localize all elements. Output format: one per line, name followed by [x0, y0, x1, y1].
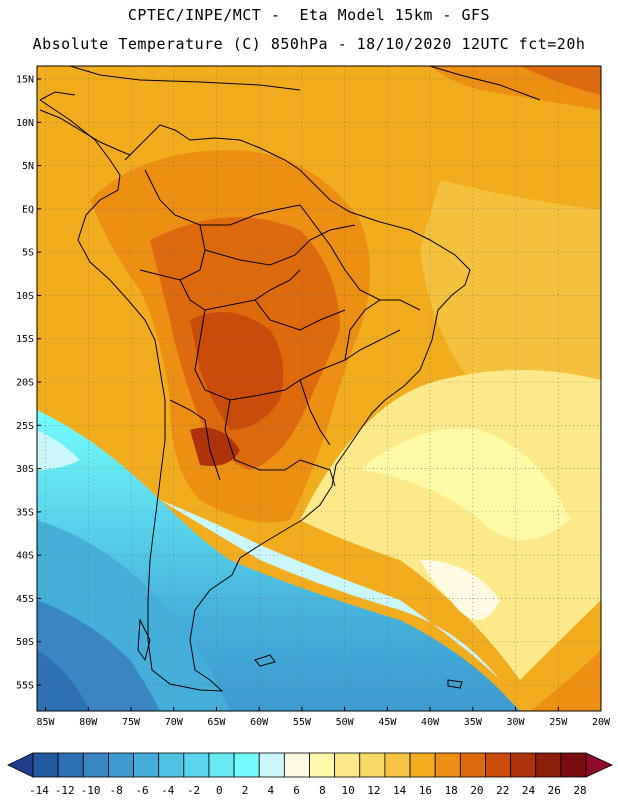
- coastlines: [39, 66, 541, 692]
- lon-label: 70W: [165, 717, 184, 728]
- lon-label: 40W: [421, 717, 440, 728]
- legend-arrow-low: [7, 752, 34, 778]
- legend-tick-label: 0: [216, 784, 223, 797]
- longitude-axis: 85W 80W 75W 70W 65W 60W 55W 50W 45W 40W 35W 30W 25W 2…: [37, 707, 611, 728]
- map-frame: [36, 65, 602, 712]
- legend-color-box: [309, 752, 336, 778]
- legend-tick-labels: -14 -12 -10 -8 -6 -4 -2 0 2 4 6 8 10 12 14 16 18 20 22 24 26…: [29, 784, 587, 797]
- lon-label: 85W: [37, 717, 56, 728]
- legend-tick-label: 14: [393, 784, 407, 797]
- title-variable: Absolute Temperature (C) 850hPa - 18/10/…: [32, 35, 586, 53]
- legend-tick-label: -4: [161, 784, 175, 797]
- legend-tick-label: 16: [419, 784, 432, 797]
- lon-label: 45W: [378, 717, 397, 728]
- legend-color-box: [485, 752, 511, 778]
- legend-color-box: [208, 752, 235, 778]
- legend-tick-label: 2: [242, 784, 249, 797]
- legend-tick-label: 26: [548, 784, 561, 797]
- lon-label: 35W: [464, 717, 483, 728]
- legend-color-box: [283, 752, 310, 778]
- legend-color-box: [560, 752, 587, 778]
- legend-tick-label: 6: [293, 784, 300, 797]
- legend-tick-label: -8: [110, 784, 123, 797]
- legend-tick-label: 4: [268, 784, 275, 797]
- legend-tick-label: 22: [496, 784, 509, 797]
- lat-label: 15N: [16, 74, 34, 85]
- legend-color-box: [510, 752, 537, 778]
- legend-color-box: [359, 752, 386, 778]
- legend-color-box: [158, 752, 185, 778]
- legend-color-box: [133, 752, 160, 778]
- legend-tick-label: 20: [470, 784, 483, 797]
- lon-label: 60W: [250, 717, 269, 728]
- legend-color-box: [57, 752, 84, 778]
- legend-color-box: [258, 752, 285, 778]
- lat-label: 30S: [16, 464, 34, 475]
- lat-label: 25S: [16, 421, 34, 432]
- legend-color-box: [434, 752, 461, 778]
- lat-label: 50S: [16, 637, 34, 648]
- color-legend: [7, 752, 613, 778]
- lat-label: 5S: [22, 248, 34, 259]
- legend-tick-label: -2: [187, 784, 200, 797]
- lon-label: 25W: [549, 717, 568, 728]
- lat-label: 35S: [16, 507, 34, 518]
- lon-label: 30W: [507, 717, 526, 728]
- lat-label: 15S: [16, 334, 34, 345]
- title-model: CPTEC/INPE/MCT - Eta Model 15km - GFS: [127, 6, 491, 24]
- legend-tick-label: -10: [81, 784, 101, 797]
- legend-tick-label: -14: [29, 784, 49, 797]
- legend-color-box: [409, 752, 436, 778]
- lat-label: 20S: [16, 378, 34, 389]
- lat-label: 10N: [16, 118, 34, 129]
- lon-label: 20W: [592, 717, 611, 728]
- lat-label: 40S: [16, 551, 34, 562]
- legend-color-box: [334, 752, 361, 778]
- lat-label: EQ: [22, 204, 34, 215]
- lat-label: 10S: [16, 291, 34, 302]
- legend-color-box: [459, 752, 486, 778]
- lon-label: 50W: [336, 717, 355, 728]
- lon-label: 75W: [122, 717, 141, 728]
- temperature-field: [37, 66, 601, 711]
- legend-tick-label: 12: [367, 784, 380, 797]
- legend-color-box: [384, 752, 411, 778]
- legend-color-box: [535, 752, 562, 778]
- legend-tick-label: -12: [55, 784, 75, 797]
- legend-arrow-high: [585, 752, 613, 778]
- lon-label: 65W: [207, 717, 226, 728]
- legend-tick-label: 10: [342, 784, 355, 797]
- legend-tick-label: 24: [522, 784, 536, 797]
- legend-color-box: [233, 752, 260, 778]
- legend-color-box: [108, 752, 134, 778]
- lat-label: 5N: [22, 161, 34, 172]
- lat-label: 45S: [16, 594, 34, 605]
- legend-tick-label: -6: [135, 784, 148, 797]
- legend-tick-label: 8: [319, 784, 326, 797]
- lon-label: 80W: [79, 717, 98, 728]
- legend-color-box: [32, 752, 59, 778]
- lat-label: 55S: [16, 681, 34, 692]
- legend-tick-label: 28: [573, 784, 586, 797]
- legend-tick-label: 18: [445, 784, 458, 797]
- legend-color-box: [82, 752, 109, 778]
- latitude-axis: 15N 10N 5N EQ 5S 10S 15S 20S 25S 30S 35S 40S 45S 50S 5…: [16, 74, 41, 692]
- lon-label: 55W: [293, 717, 312, 728]
- legend-color-box: [183, 752, 210, 778]
